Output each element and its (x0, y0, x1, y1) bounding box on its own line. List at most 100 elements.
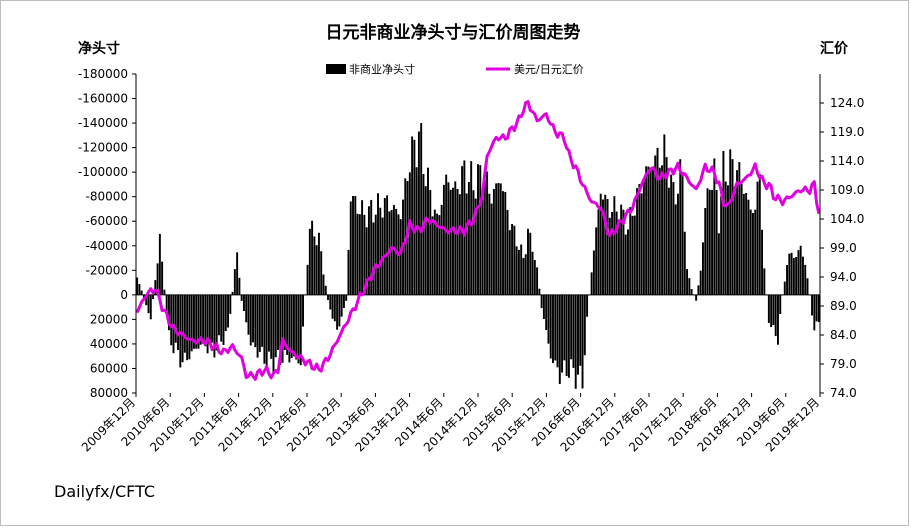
net-position-bar (383, 198, 386, 295)
net-position-bar (470, 161, 473, 295)
net-position-bar (761, 229, 764, 295)
net-position-bar (147, 294, 150, 314)
net-position-bar (292, 294, 295, 357)
left-tick-label: -140000 (78, 116, 128, 130)
net-position-bar (340, 294, 343, 317)
net-position-bar (145, 294, 148, 306)
net-position-bar (767, 294, 770, 323)
net-position-bar (572, 294, 575, 368)
net-position-bar (177, 294, 180, 351)
net-position-bar (156, 263, 159, 295)
net-position-bar (458, 194, 461, 295)
right-tick-label: 94.0 (830, 270, 857, 284)
net-position-bar (420, 123, 423, 295)
net-position-bar (186, 294, 189, 361)
net-position-bar (327, 294, 329, 300)
net-position-bar (358, 214, 361, 295)
net-position-bar (163, 289, 166, 295)
net-position-bar (504, 191, 507, 295)
net-position-bar (658, 167, 661, 295)
net-position-bar (613, 196, 616, 295)
net-position-bar (652, 169, 654, 295)
net-position-bar (297, 294, 300, 364)
net-position-bar (533, 260, 536, 295)
net-position-bar (252, 294, 254, 343)
net-position-bar (681, 171, 684, 295)
net-position-bar (751, 212, 754, 295)
net-position-bar (627, 229, 629, 295)
net-position-bar (452, 187, 454, 295)
net-position-bar (811, 294, 814, 316)
net-position-bar (161, 261, 164, 295)
net-position-bar (745, 192, 748, 295)
net-position-bar (724, 181, 727, 295)
net-position-bar (224, 294, 227, 332)
net-position-bar (770, 294, 773, 328)
net-position-bar (222, 294, 225, 345)
left-tick-label: 20000 (90, 312, 128, 326)
net-position-bar (445, 174, 448, 295)
net-position-bar (629, 207, 632, 295)
net-position-bar (590, 272, 593, 295)
net-position-bar (556, 294, 559, 368)
net-position-bar (638, 183, 641, 295)
net-position-bar (231, 291, 234, 295)
net-position-bar (342, 294, 345, 309)
net-position-bar (656, 147, 659, 295)
net-position-bar (295, 294, 298, 360)
legend-label-usdjpy: 美元/日元汇价 (514, 63, 584, 76)
left-tick-label: 0 (120, 288, 128, 302)
net-position-bar (595, 227, 598, 295)
net-position-bar (495, 183, 498, 295)
net-position-bar (586, 294, 589, 317)
net-position-bar (272, 294, 275, 373)
net-position-bar (563, 294, 566, 361)
net-position-bar (731, 159, 734, 295)
net-position-bar (447, 182, 450, 295)
net-position-bar (483, 179, 486, 295)
net-position-bar (720, 196, 723, 295)
net-position-bar (502, 191, 504, 295)
source-label: Dailyfx/CFTC (54, 482, 155, 501)
net-position-bar (508, 230, 511, 295)
net-position-bar (531, 251, 534, 295)
net-position-bar (174, 294, 177, 343)
net-position-bar (347, 249, 350, 295)
net-position-bar (599, 193, 602, 295)
net-position-bar (706, 188, 709, 295)
net-position-bar (263, 294, 266, 364)
net-position-bar (215, 294, 218, 351)
net-position-bar (254, 294, 257, 348)
net-position-bar (772, 294, 775, 326)
net-position-bar (815, 294, 818, 322)
net-position-bar (549, 294, 552, 359)
net-position-bar (274, 294, 277, 358)
right-axis-label: 汇价 (820, 41, 849, 57)
net-position-bar (152, 294, 155, 300)
net-position-bar (290, 294, 293, 359)
left-tick-label: -40000 (85, 239, 128, 253)
net-position-bar (331, 294, 334, 319)
net-position-bar (302, 294, 304, 327)
net-position-bar (790, 252, 793, 295)
net-position-bar (315, 245, 318, 295)
net-position-bar (367, 206, 370, 295)
net-position-bar (690, 289, 693, 295)
net-position-bar (763, 268, 766, 295)
right-tick-label: 124.0 (830, 96, 864, 110)
net-position-bar (577, 294, 579, 375)
net-position-bar (240, 294, 243, 301)
net-position-bar (413, 139, 416, 295)
net-position-bar (481, 189, 484, 295)
net-position-bar (738, 162, 741, 295)
net-position-bar (308, 228, 311, 295)
net-position-bar (465, 193, 468, 295)
net-position-bar (624, 234, 627, 295)
net-position-bar (786, 264, 789, 295)
net-position-bar (190, 294, 193, 352)
net-position-bar (506, 210, 509, 295)
net-position-bar (158, 233, 161, 295)
net-position-bar (286, 294, 289, 355)
net-position-bar (663, 134, 666, 295)
net-position-bar (592, 250, 595, 295)
